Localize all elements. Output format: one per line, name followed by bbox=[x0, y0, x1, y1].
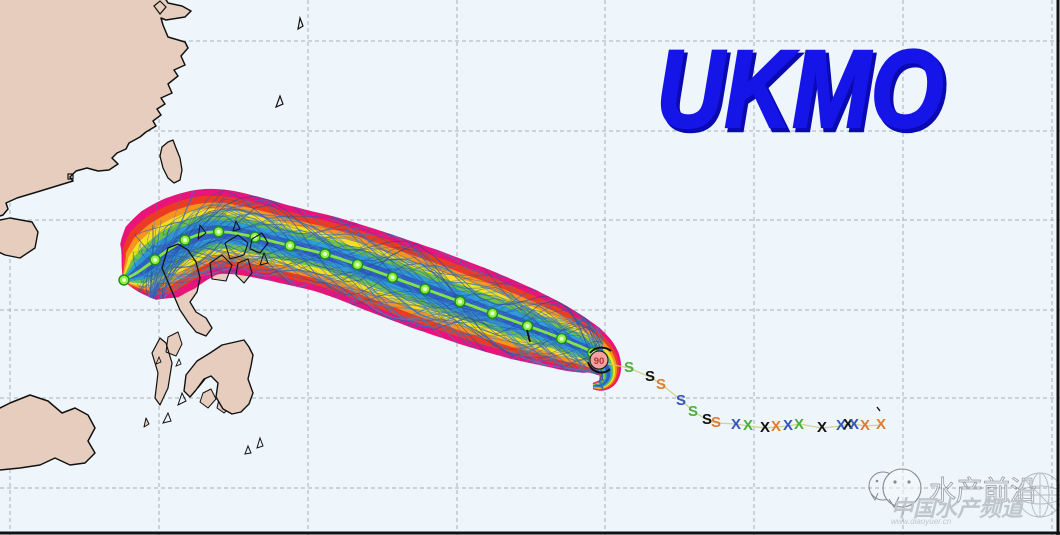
svg-text:X: X bbox=[876, 416, 886, 433]
svg-text:X: X bbox=[794, 416, 804, 433]
svg-text:X: X bbox=[760, 419, 770, 436]
svg-text:UKMO: UKMO bbox=[656, 27, 943, 151]
svg-text:X: X bbox=[771, 418, 781, 435]
svg-text:X: X bbox=[860, 417, 870, 434]
svg-text:90: 90 bbox=[594, 356, 605, 367]
svg-text:S: S bbox=[656, 376, 666, 393]
svg-text:S: S bbox=[688, 403, 698, 420]
svg-text:S: S bbox=[624, 359, 634, 376]
svg-text:S: S bbox=[645, 368, 655, 385]
svg-text:X: X bbox=[817, 419, 827, 436]
svg-text:www.diaoyuer.cn: www.diaoyuer.cn bbox=[891, 517, 952, 526]
svg-text:S: S bbox=[711, 414, 721, 431]
svg-text:S: S bbox=[676, 392, 686, 409]
svg-text:X: X bbox=[783, 417, 793, 434]
svg-text:X: X bbox=[731, 416, 741, 433]
svg-text:X: X bbox=[743, 417, 753, 434]
svg-text:X: X bbox=[849, 416, 859, 433]
